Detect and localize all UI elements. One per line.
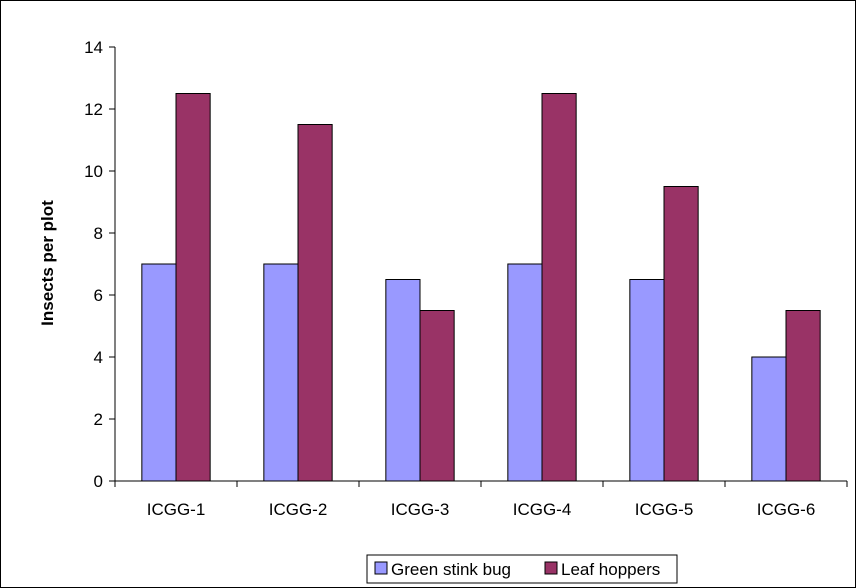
y-axis: 0 2 4 6 8 10 12 14 <box>84 38 116 491</box>
bar-leaf-hoppers <box>175 93 211 482</box>
legend-label: Green stink bug <box>391 560 511 579</box>
y-tick-label: 14 <box>84 38 103 57</box>
bar-green-stink-bug <box>141 263 177 482</box>
legend-swatch <box>374 561 388 575</box>
bar-leaf-hoppers <box>419 310 455 482</box>
bar-green-stink-bug <box>263 263 299 482</box>
y-tick-label: 10 <box>84 162 103 181</box>
bar-leaf-hoppers <box>663 186 699 482</box>
y-axis-label: Insects per plot <box>38 200 57 326</box>
x-category-label: ICGG-2 <box>269 500 328 519</box>
bars <box>141 93 821 482</box>
legend-label: Leaf hoppers <box>561 560 660 579</box>
bar-green-stink-bug <box>385 279 421 482</box>
bar-leaf-hoppers <box>297 124 333 482</box>
legend-swatch <box>544 561 558 575</box>
bar-green-stink-bug <box>507 263 543 482</box>
bar-leaf-hoppers <box>785 310 821 482</box>
x-category-label: ICGG-4 <box>513 500 572 519</box>
y-tick-label: 2 <box>94 410 103 429</box>
y-tick-label: 8 <box>94 224 103 243</box>
x-category-label: ICGG-6 <box>757 500 816 519</box>
x-category-label: ICGG-1 <box>147 500 206 519</box>
legend: Green stink bug Leaf hoppers <box>366 554 678 584</box>
y-tick-label: 12 <box>84 100 103 119</box>
bar-green-stink-bug <box>751 356 787 482</box>
y-tick-label: 0 <box>94 472 103 491</box>
x-axis: ICGG-1 ICGG-2 ICGG-3 ICGG-4 ICGG-5 ICGG-6 <box>114 480 848 519</box>
y-tick-label: 4 <box>94 348 103 367</box>
x-category-label: ICGG-5 <box>635 500 694 519</box>
x-category-label: ICGG-3 <box>391 500 450 519</box>
bar-leaf-hoppers <box>541 93 577 482</box>
y-tick-label: 6 <box>94 286 103 305</box>
bar-green-stink-bug <box>629 279 665 482</box>
legend-box <box>366 554 678 584</box>
